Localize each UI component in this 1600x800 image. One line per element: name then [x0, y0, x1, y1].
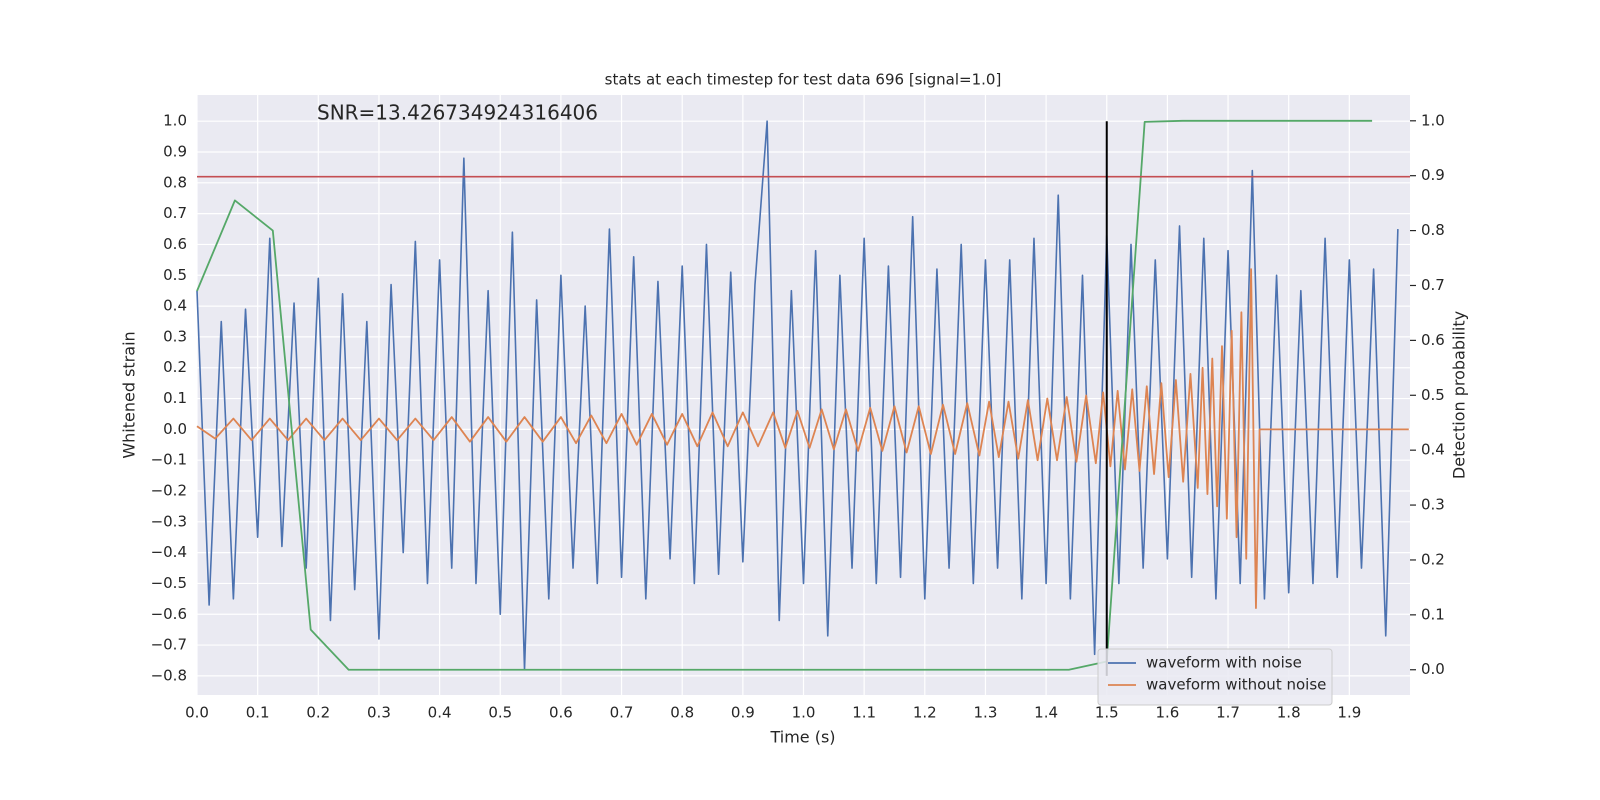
legend-label: waveform with noise — [1146, 654, 1302, 672]
y-tick-label: 0.2 — [163, 358, 187, 376]
x-tick-label: 0.1 — [246, 704, 270, 722]
x-tick-label: 0.7 — [610, 704, 634, 722]
annotation: SNR=13.426734924316406 — [317, 101, 598, 125]
x-tick-label: 0.4 — [428, 704, 452, 722]
y2-tick-label: 0.2 — [1421, 550, 1445, 568]
x-tick-label: 1.7 — [1216, 704, 1240, 722]
y-tick-label: 0.9 — [163, 143, 187, 161]
y2-tick-label: 0.3 — [1421, 496, 1445, 514]
x-tick-label: 0.6 — [549, 704, 573, 722]
y2-tick-label: 0.6 — [1421, 331, 1445, 349]
y-tick-label: 0.6 — [163, 235, 187, 253]
y-tick-label: −0.1 — [151, 451, 187, 469]
legend-label: waveform without noise — [1146, 676, 1326, 694]
y-tick-label: 1.0 — [163, 112, 187, 130]
series-line — [196, 120, 1399, 671]
y2-tick-label: 0.9 — [1421, 166, 1445, 184]
y-tick-label: 0.3 — [163, 327, 187, 345]
x-tick-label: 1.3 — [974, 704, 998, 722]
y-tick-label: −0.8 — [151, 666, 187, 684]
x-tick-label: 1.9 — [1337, 704, 1361, 722]
y-tick-label: 0.5 — [163, 266, 187, 284]
x-tick-label: 0.9 — [731, 704, 755, 722]
y-tick-label: −0.4 — [151, 543, 187, 561]
legend-box — [1097, 648, 1333, 706]
y2-tick-label: 0.7 — [1421, 276, 1445, 294]
x-tick-label: 0.5 — [488, 704, 512, 722]
series-line — [196, 268, 1409, 609]
y-tick-label: 0.0 — [163, 420, 187, 438]
y2-tick-label: 0.4 — [1421, 441, 1445, 459]
series-line — [196, 119, 1373, 671]
y-tick-label: 0.4 — [163, 297, 187, 315]
y-tick-label: 0.7 — [163, 204, 187, 222]
y-tick-label: −0.5 — [151, 574, 187, 592]
x-tick-label: 1.4 — [1034, 704, 1058, 722]
y-tick-label: 0.8 — [163, 173, 187, 191]
x-tick-label: 1.0 — [792, 704, 816, 722]
grid — [196, 95, 1410, 695]
x-tick-label: 1.5 — [1095, 704, 1119, 722]
x-tick-label: 0.3 — [367, 704, 391, 722]
y2-tick-label: 0.0 — [1421, 660, 1445, 678]
y-tick-label: −0.6 — [151, 605, 187, 623]
y2-tick-label: 0.5 — [1421, 386, 1445, 404]
x-tick-label: 1.8 — [1277, 704, 1301, 722]
x-tick-label: 0.2 — [306, 704, 330, 722]
y-tick-label: −0.7 — [151, 636, 187, 654]
labels: stats at each timestep for test data 696… — [120, 71, 1469, 747]
y-tick-label: −0.3 — [151, 512, 187, 530]
x-tick-label: 0.0 — [185, 704, 209, 722]
x-tick-label: 1.1 — [852, 704, 876, 722]
x-tick-label: 1.2 — [913, 704, 937, 722]
y-tick-label: 0.1 — [163, 389, 187, 407]
y2-tick-label: 0.1 — [1421, 605, 1445, 623]
y-tick-label: −0.2 — [151, 481, 187, 499]
chart-title: stats at each timestep for test data 696… — [605, 71, 1002, 89]
x-tick-label: 1.6 — [1155, 704, 1179, 722]
y2-tick-label: 1.0 — [1421, 111, 1445, 129]
y-axis-label: Whitened strain — [120, 331, 139, 458]
x-tick-label: 0.8 — [670, 704, 694, 722]
data-layer — [196, 119, 1410, 676]
y2-axis-label: Detection probability — [1450, 311, 1469, 479]
x-axis-label: Time (s) — [769, 728, 835, 747]
y2-tick-label: 0.8 — [1421, 221, 1445, 239]
legend: waveform with noise waveform without nois… — [1097, 648, 1333, 706]
